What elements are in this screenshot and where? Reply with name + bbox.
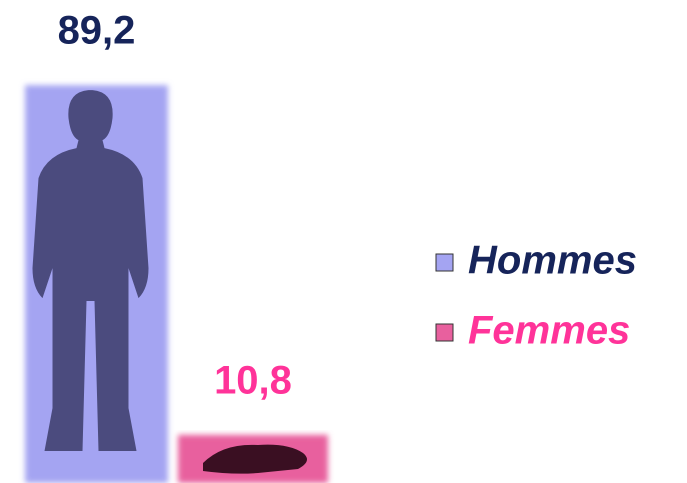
legend-swatch [436,324,453,341]
legend-label: Femmes [468,309,630,353]
chart: 89,2 Hommes 10,8 Femmes [0,0,687,483]
value-label: 89,2 [58,9,136,53]
value-label: 10,8 [214,358,292,402]
legend-label: Hommes [468,239,637,283]
legend-swatch [436,254,453,271]
